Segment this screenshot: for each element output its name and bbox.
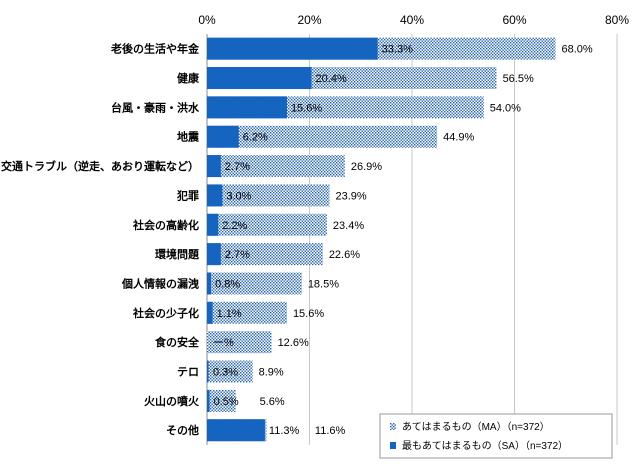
bar-ma [207,331,272,354]
data-label-sa: ー% [213,337,234,349]
bar-sa [207,243,221,266]
data-label-ma: 18.5% [308,278,339,290]
data-label-sa: 6.2% [243,132,268,144]
bar-ma [207,272,302,295]
bar-sa [207,272,212,295]
bar-sa [207,155,221,178]
category-label: その他 [166,423,199,437]
data-label-ma: 68.0% [562,44,593,56]
bar-sa [207,67,312,90]
category-label: 社会の高齢化 [132,218,199,232]
data-label-sa: 11.3% [269,425,300,437]
data-label-sa: 2.7% [225,161,250,173]
bar-ma [207,125,438,148]
data-label-sa: 2.2% [222,220,247,232]
data-label-sa: 0.3% [213,367,238,379]
data-label-ma: 8.9% [259,367,284,379]
data-label-ma: 22.6% [329,249,360,261]
data-label-ma: 15.6% [293,308,324,320]
bar-sa [207,125,239,148]
legend-label-sa: 最もあてはまるもの（SA）（n=372） [402,440,568,452]
x-tick-label: 0% [198,13,216,27]
data-label-sa: 20.4% [316,73,347,85]
x-tick-label: 40% [400,13,424,27]
gridlines [206,34,618,445]
bars [207,37,556,442]
bar-ma [207,389,236,412]
bar-ma [207,360,253,383]
bar-ma [207,184,330,207]
category-label: 食の安全 [155,335,200,349]
legend-box [379,413,613,459]
data-label-sa: 0.8% [215,278,240,290]
data-label-sa: 33.3% [382,44,413,56]
data-label-ma: 23.9% [335,190,366,202]
category-label: 火山の噴火 [144,394,200,408]
bar-sa [207,419,265,442]
category-label: 地震 [177,130,200,144]
legend-swatch-ma [390,423,396,430]
bar-sa [207,96,287,119]
data-label-sa: 3.0% [226,190,251,202]
category-label: 社会の少子化 [132,306,199,320]
category-label: 犯罪 [176,188,199,202]
data-label-ma: 5.6% [260,396,285,408]
category-label: 老後の生活や年金 [110,42,200,56]
data-label-ma: 12.6% [278,337,309,349]
bar-ma [207,243,323,266]
data-label-ma: 26.9% [351,161,382,173]
legend: あてはまるもの（MA）（n=372） 最もあてはまるもの（SA）（n=372） [379,413,613,459]
data-label-sa: 15.6% [291,102,322,114]
category-label: 個人情報の漏洩 [121,276,199,290]
bar-sa [207,301,213,324]
bar-ma [207,301,287,324]
category-label: テロ [177,366,199,379]
bar-sa [207,360,209,383]
data-label-ma: 54.0% [490,102,521,114]
data-label-sa: 1.1% [217,308,242,320]
bar-sa [207,37,378,60]
category-label: 台風・豪雨・洪水 [111,100,200,114]
x-tick-label: 80% [605,13,629,27]
legend-swatch-sa [390,442,396,449]
data-label-sa: 0.5% [214,396,239,408]
bar-sa [207,389,210,412]
x-axis: 0% 20% 40% 60% 80% [198,13,629,27]
data-label-ma: 23.4% [333,220,364,232]
data-label-ma: 56.5% [503,73,534,85]
data-label-sa: 2.7% [225,249,250,261]
bar-sa [207,213,219,236]
data-label-ma: 11.6% [315,425,346,437]
data-label-ma: 44.9% [443,132,474,144]
bar-ma [207,213,327,236]
x-tick-label: 60% [502,13,526,27]
category-label: 健康 [177,71,200,85]
x-tick-label: 20% [297,13,321,27]
bar-ma [207,155,345,178]
data-labels: 33.3% 68.0% 20.4% 56.5% 15.6% 54.0% 6.2% 44.9% 2… [213,44,593,438]
category-label: 交通トラブル（逆走、あおり運転など） [1,159,199,173]
legend-label-ma: あてはまるもの（MA）（n=372） [402,421,550,433]
bar-sa [207,184,223,207]
category-label: 環境問題 [155,247,200,261]
